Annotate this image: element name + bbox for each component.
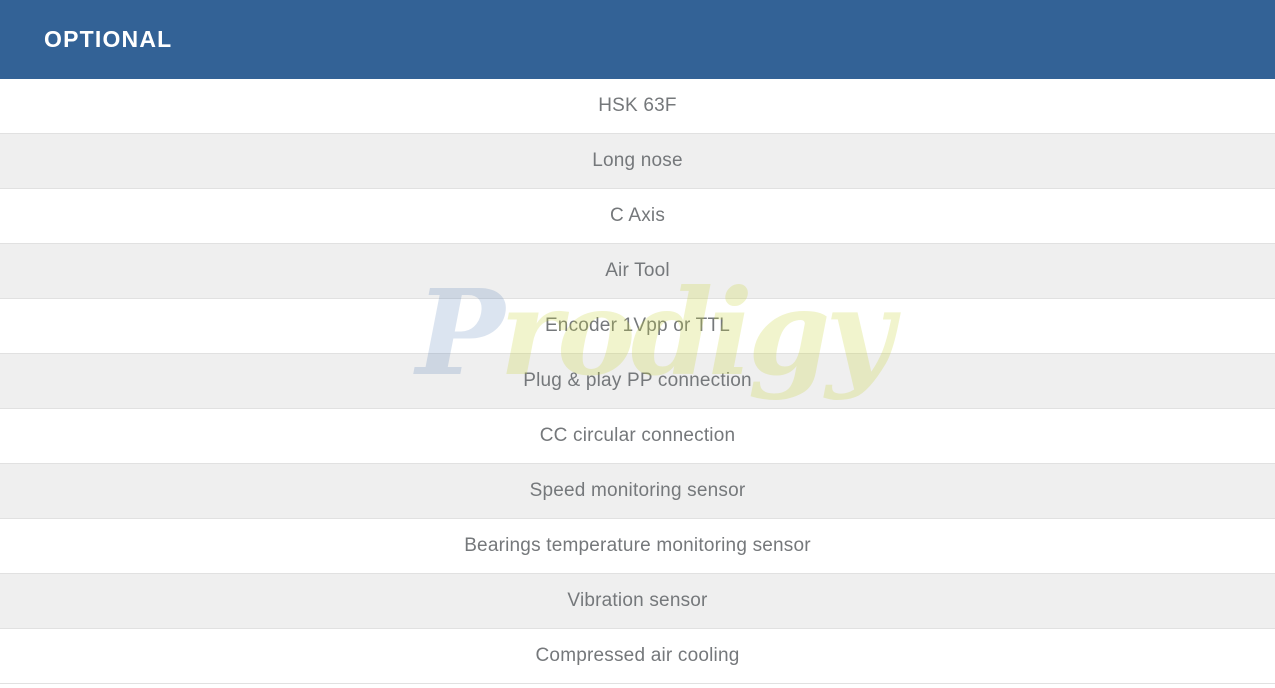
table-row: Vibration sensor xyxy=(0,574,1275,629)
table-row: Long nose xyxy=(0,134,1275,189)
table-row: Bearings temperature monitoring sensor xyxy=(0,519,1275,574)
table-header-title: OPTIONAL xyxy=(44,26,173,52)
table-row: C Axis xyxy=(0,189,1275,244)
row-label: Air Tool xyxy=(605,260,670,281)
row-label: Bearings temperature monitoring sensor xyxy=(464,535,811,556)
table-row: Air Tool xyxy=(0,244,1275,299)
table-row: CC circular connection xyxy=(0,409,1275,464)
table-row: HSK 63F xyxy=(0,79,1275,134)
row-label: Plug & play PP connection xyxy=(523,370,752,391)
table-row: Plug & play PP connection xyxy=(0,354,1275,409)
table-row: Encoder 1Vpp or TTL xyxy=(0,299,1275,354)
table-row: Speed monitoring sensor xyxy=(0,464,1275,519)
row-label: HSK 63F xyxy=(598,95,677,116)
row-label: Compressed air cooling xyxy=(535,645,740,666)
row-label: Speed monitoring sensor xyxy=(529,480,746,501)
table-row: Compressed air cooling xyxy=(0,629,1275,684)
row-label: C Axis xyxy=(609,205,666,226)
row-label: CC circular connection xyxy=(539,425,736,446)
row-label: Long nose xyxy=(592,150,683,171)
row-label: Vibration sensor xyxy=(567,590,708,611)
table-body: HSK 63F Long nose C Axis Air Tool Encode… xyxy=(0,79,1275,684)
row-label: Encoder 1Vpp or TTL xyxy=(544,315,731,336)
table-header: OPTIONAL xyxy=(0,0,1275,79)
